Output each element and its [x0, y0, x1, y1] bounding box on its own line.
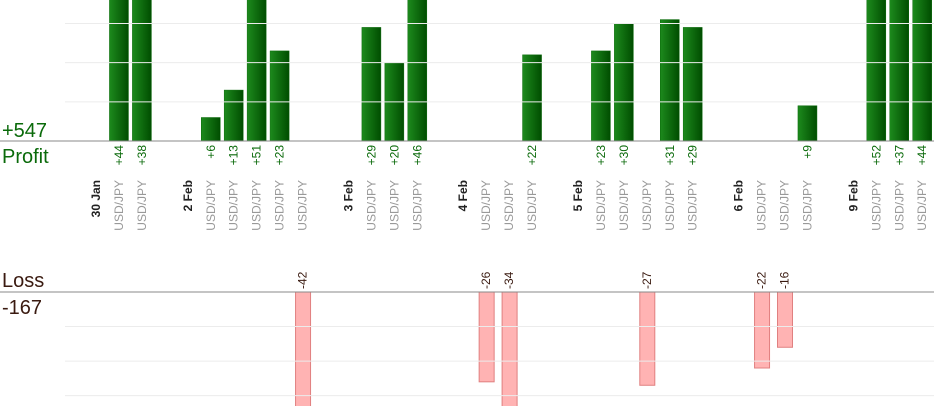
- value-label: -16: [778, 271, 792, 289]
- pair-label: USD/JPY: [410, 180, 424, 231]
- pair-label: USD/JPY: [800, 180, 814, 231]
- profit-bar: [614, 23, 634, 141]
- loss-bar: [478, 292, 495, 383]
- profit-bar: [109, 0, 129, 141]
- value-label: +29: [364, 145, 378, 166]
- value-label: +6: [204, 145, 218, 159]
- value-label: +31: [663, 145, 677, 166]
- pair-label: USD/JPY: [663, 180, 677, 231]
- profit-bar: [407, 0, 428, 141]
- loss-bar: [754, 292, 771, 369]
- pair-label: USD/JPY: [227, 180, 241, 231]
- profit-bar: [522, 54, 542, 141]
- value-label: +22: [525, 145, 539, 166]
- pair-label: USD/JPY: [135, 180, 149, 231]
- value-label: +44: [112, 145, 126, 166]
- pair-label: USD/JPY: [502, 180, 516, 231]
- value-label: +23: [594, 145, 608, 166]
- value-label: +52: [869, 145, 883, 166]
- pair-label: USD/JPY: [640, 180, 654, 231]
- pair-label: USD/JPY: [617, 180, 631, 231]
- pair-label: USD/JPY: [686, 180, 700, 231]
- value-label: +51: [250, 145, 264, 166]
- pair-label: USD/JPY: [778, 180, 792, 231]
- profit-bar: [591, 50, 611, 141]
- pair-label: USD/JPY: [273, 180, 287, 231]
- pair-label: USD/JPY: [250, 180, 264, 231]
- value-label: +44: [915, 145, 929, 166]
- value-label: -22: [755, 271, 769, 289]
- loss-bar: [639, 292, 656, 386]
- value-label: +13: [227, 145, 241, 166]
- pair-label: USD/JPY: [204, 180, 218, 231]
- date-label: 2 Feb: [181, 180, 195, 211]
- date-label: 30 Jan: [89, 180, 103, 217]
- pair-label: USD/JPY: [387, 180, 401, 231]
- profit-bar: [246, 0, 267, 141]
- loss-bar: [295, 292, 312, 406]
- value-label: +23: [273, 145, 287, 166]
- profit-total: +547: [2, 120, 47, 142]
- profit-bar: [889, 0, 909, 141]
- date-label: 5 Feb: [571, 180, 585, 211]
- loss-title: Loss: [2, 270, 44, 292]
- value-label: +30: [617, 145, 631, 166]
- loss-total: -167: [2, 297, 42, 319]
- profit-bar: [269, 50, 290, 141]
- pair-label: USD/JPY: [755, 180, 769, 231]
- profit-bar: [223, 89, 244, 141]
- profit-bar: [866, 0, 887, 141]
- date-label: 3 Feb: [341, 180, 355, 211]
- loss-bar: [501, 292, 518, 406]
- profit-bar: [361, 27, 382, 141]
- date-label: 9 Feb: [846, 180, 860, 211]
- pair-label: USD/JPY: [892, 180, 906, 231]
- value-label: -42: [296, 271, 310, 289]
- pair-label: USD/JPY: [525, 180, 539, 231]
- profit-bar: [132, 0, 152, 141]
- pair-label: USD/JPY: [479, 180, 493, 231]
- pair-label: USD/JPY: [296, 180, 310, 231]
- value-label: +46: [410, 145, 424, 166]
- value-label: -26: [479, 271, 493, 289]
- pair-label: USD/JPY: [364, 180, 378, 231]
- value-label: +20: [387, 145, 401, 166]
- profit-title: Profit: [2, 146, 49, 168]
- value-label: -34: [502, 271, 516, 289]
- value-label: +37: [892, 145, 906, 166]
- date-label: 6 Feb: [732, 180, 746, 211]
- value-label: +38: [135, 145, 149, 166]
- profit-bar: [797, 105, 818, 141]
- profit-bar: [201, 117, 221, 141]
- profit-bar: [660, 19, 680, 141]
- loss-bar: [777, 292, 793, 348]
- profit-bar: [682, 27, 703, 141]
- pair-label: USD/JPY: [869, 180, 883, 231]
- date-label: 4 Feb: [456, 180, 470, 211]
- pair-label: USD/JPY: [112, 180, 126, 231]
- pair-label: USD/JPY: [915, 180, 929, 231]
- value-label: +9: [800, 145, 814, 159]
- pair-label: USD/JPY: [594, 180, 608, 231]
- value-label: +29: [686, 145, 700, 166]
- value-label: -27: [640, 271, 654, 289]
- profit-bar: [912, 0, 932, 141]
